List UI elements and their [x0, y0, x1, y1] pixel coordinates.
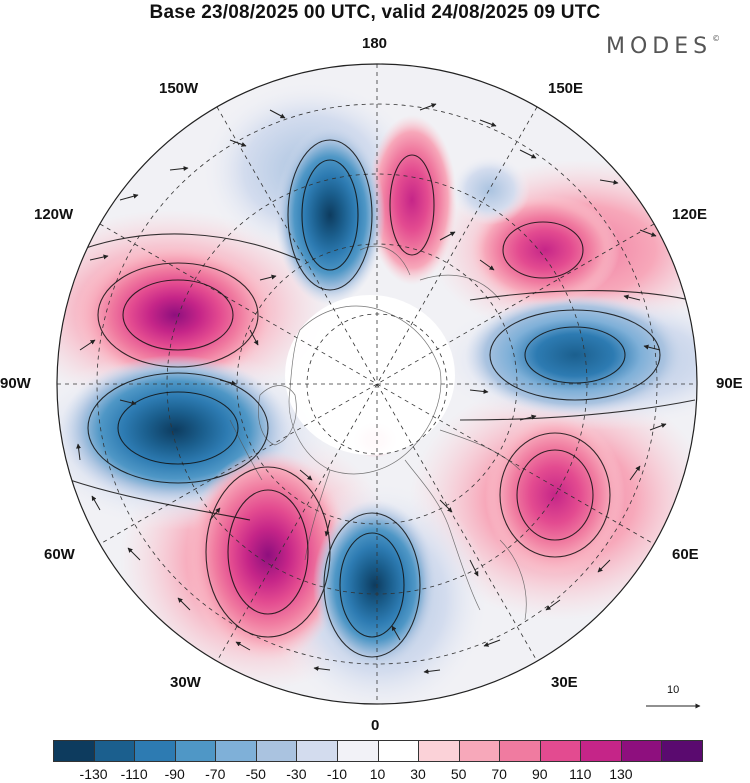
anomaly-pos-150w-120w — [75, 245, 275, 385]
colorbar-swatch — [499, 740, 541, 762]
colorbar-swatch — [377, 740, 420, 762]
lon-label-120w: 120W — [34, 206, 74, 223]
brand-name: MODES — [606, 34, 713, 59]
wind-vectors — [76, 103, 667, 674]
lon-label-90e: 90E — [716, 375, 743, 392]
reference-vector-label: 10 — [667, 684, 680, 696]
colorbar-tick-label: -130 — [79, 766, 108, 782]
colorbar-swatch — [661, 740, 703, 762]
colorbar-tick-label: -90 — [164, 766, 185, 782]
coastlines — [229, 245, 527, 621]
colorbar-swatch — [296, 740, 338, 762]
lon-label-60w: 60W — [44, 546, 75, 563]
colorbar-swatch — [620, 740, 663, 762]
colorbar-tick-label: 110 — [569, 766, 592, 782]
anomaly-pos-120e — [470, 195, 620, 305]
colorbar-swatch — [174, 740, 217, 762]
lon-label-30w: 30W — [170, 674, 201, 691]
brand-mark: © — [712, 34, 721, 43]
colorbar-swatch — [418, 740, 460, 762]
modes-logo: MODES© — [606, 34, 720, 59]
colorbar-tick-label: 50 — [450, 766, 467, 782]
colorbar-tick-label: 10 — [369, 766, 386, 782]
colorbar-swatch — [255, 740, 298, 762]
graticule — [57, 64, 697, 704]
colorbar-tick-label: -70 — [205, 766, 226, 782]
colorbar-swatch — [336, 740, 379, 762]
colorbar-tick-label: 130 — [609, 766, 633, 782]
anomaly-neg-0-30e — [313, 500, 437, 670]
lon-label-120e: 120E — [672, 206, 708, 223]
map-title: Base 23/08/2025 00 UTC, valid 24/08/2025… — [149, 2, 601, 23]
anomaly-neg-150w-180 — [275, 125, 385, 305]
lon-label-180: 180 — [362, 35, 388, 52]
colorbar-swatch — [580, 740, 622, 762]
anomaly-pos-180 — [367, 115, 457, 285]
colorbar-tick-label: -110 — [120, 766, 148, 782]
colorbar-swatch — [53, 740, 95, 762]
colorbar-swatch — [215, 740, 257, 762]
anomaly-neg-90e — [465, 295, 685, 415]
colorbar-swatch — [539, 740, 582, 762]
lon-label-90w: 90W — [0, 375, 31, 392]
lon-label-150e: 150E — [548, 80, 584, 97]
colorbar-tick-label: 70 — [491, 766, 507, 782]
streamlines — [69, 139, 696, 658]
colorbar-tick-label: -10 — [326, 766, 348, 782]
lon-label-60e: 60E — [672, 546, 699, 563]
colorbar-swatch — [458, 740, 501, 762]
colorbar-swatch — [93, 740, 136, 762]
globe-outline — [56, 63, 698, 705]
lon-label-150w: 150W — [159, 80, 199, 97]
lon-label-0: 0 — [371, 717, 380, 734]
colorbar-tick-label: -30 — [286, 766, 307, 782]
colorbar-tick-label: 90 — [531, 766, 548, 782]
colorbar-tick-label: 30 — [410, 766, 426, 782]
lon-label-30e: 30E — [551, 674, 578, 691]
anomaly-pos-60e — [485, 415, 625, 575]
colorbar-tick-label: -50 — [245, 766, 266, 782]
colorbar-swatch — [134, 740, 176, 762]
